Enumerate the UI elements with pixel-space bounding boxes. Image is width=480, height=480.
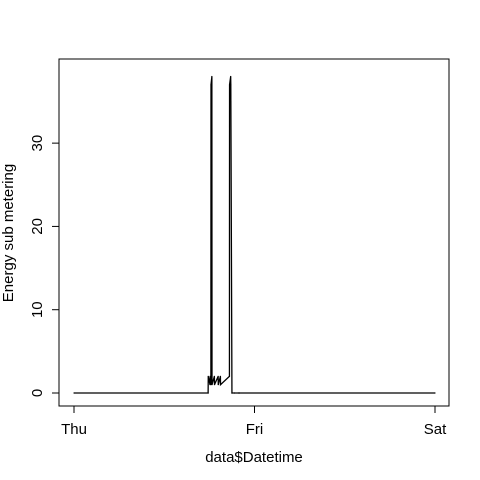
plot-frame [58, 58, 450, 407]
series-line [74, 76, 435, 394]
series-layer [73, 75, 436, 394]
x-tick-label: Fri [246, 421, 264, 438]
data-point [207, 392, 209, 394]
data-point [207, 375, 209, 377]
y-axis: 0 10 20 30 [29, 135, 60, 397]
y-tick-label: 0 [29, 389, 46, 397]
data-point [228, 375, 231, 377]
x-axis: Thu Fri Sat [61, 405, 447, 438]
data-point [231, 392, 233, 394]
data-point [73, 392, 75, 394]
data-point [211, 75, 213, 78]
data-point [217, 375, 219, 377]
y-tick-label: 20 [29, 218, 46, 235]
data-point [238, 392, 241, 394]
data-point [213, 375, 215, 377]
data-point [230, 75, 232, 78]
y-axis-title: Energy sub metering [0, 164, 17, 302]
data-point [213, 384, 216, 386]
x-tick-label: Sat [424, 421, 447, 438]
data-point [209, 384, 211, 386]
x-tick-label: Thu [61, 421, 87, 438]
data-point [230, 84, 232, 86]
data-point [210, 84, 212, 86]
data-point [228, 84, 231, 86]
data-point [210, 384, 212, 386]
data-point [211, 384, 213, 386]
data-point [434, 392, 436, 394]
data-point [233, 392, 236, 394]
data-point [237, 392, 239, 394]
data-point [217, 384, 219, 386]
data-point [209, 375, 211, 377]
data-point [219, 384, 222, 386]
data-point [219, 375, 222, 377]
y-tick-label: 10 [29, 301, 46, 318]
y-tick-label: 30 [29, 135, 46, 152]
x-axis-title: data$Datetime [205, 449, 303, 466]
